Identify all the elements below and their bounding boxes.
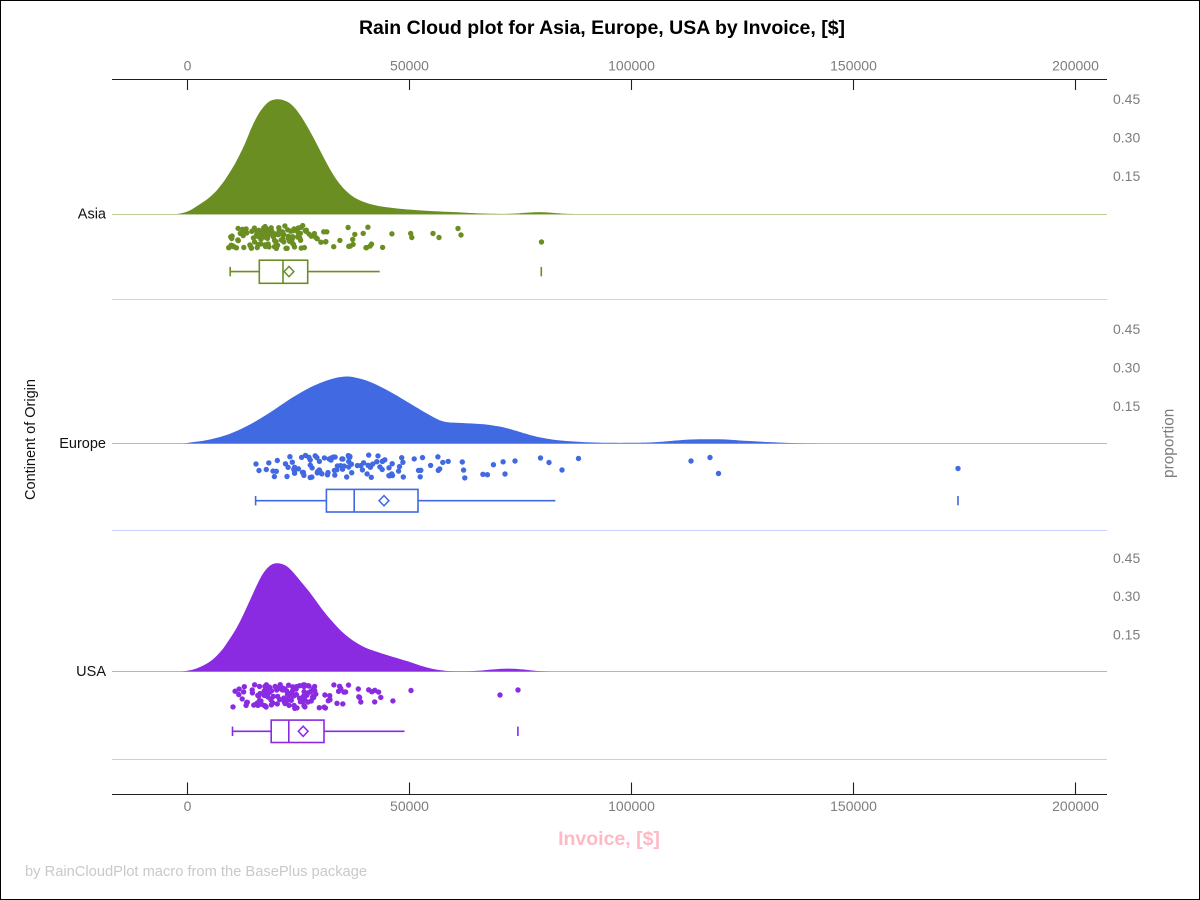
svg-text:150000: 150000 bbox=[830, 798, 877, 814]
svg-text:Asia: Asia bbox=[78, 206, 107, 222]
svg-text:USA: USA bbox=[76, 664, 106, 680]
svg-text:100000: 100000 bbox=[608, 798, 655, 814]
svg-text:0.15: 0.15 bbox=[1113, 627, 1140, 643]
svg-text:100000: 100000 bbox=[608, 58, 655, 74]
svg-text:0.15: 0.15 bbox=[1113, 168, 1140, 184]
svg-text:0.45: 0.45 bbox=[1113, 321, 1140, 337]
svg-text:Europe: Europe bbox=[59, 436, 106, 452]
svg-text:0: 0 bbox=[184, 58, 192, 74]
svg-text:200000: 200000 bbox=[1052, 58, 1099, 74]
svg-text:0.45: 0.45 bbox=[1113, 550, 1140, 566]
svg-text:0.30: 0.30 bbox=[1113, 360, 1140, 376]
svg-text:proportion: proportion bbox=[1160, 409, 1177, 478]
svg-text:0: 0 bbox=[184, 798, 192, 814]
svg-text:0.30: 0.30 bbox=[1113, 130, 1140, 146]
svg-text:Rain Cloud plot for Asia, Euro: Rain Cloud plot for Asia, Europe, USA by… bbox=[359, 17, 845, 39]
svg-text:by RainCloudPlot macro from th: by RainCloudPlot macro from the BasePlus… bbox=[25, 864, 367, 880]
svg-text:0.30: 0.30 bbox=[1113, 588, 1140, 604]
svg-text:Continent of Origin: Continent of Origin bbox=[23, 379, 39, 500]
svg-text:0.15: 0.15 bbox=[1113, 398, 1140, 414]
svg-text:150000: 150000 bbox=[830, 58, 877, 74]
svg-text:Invoice, [$]: Invoice, [$] bbox=[558, 828, 660, 850]
svg-text:0.45: 0.45 bbox=[1113, 91, 1140, 107]
svg-text:50000: 50000 bbox=[390, 58, 429, 74]
svg-text:200000: 200000 bbox=[1052, 798, 1099, 814]
svg-text:50000: 50000 bbox=[390, 798, 429, 814]
